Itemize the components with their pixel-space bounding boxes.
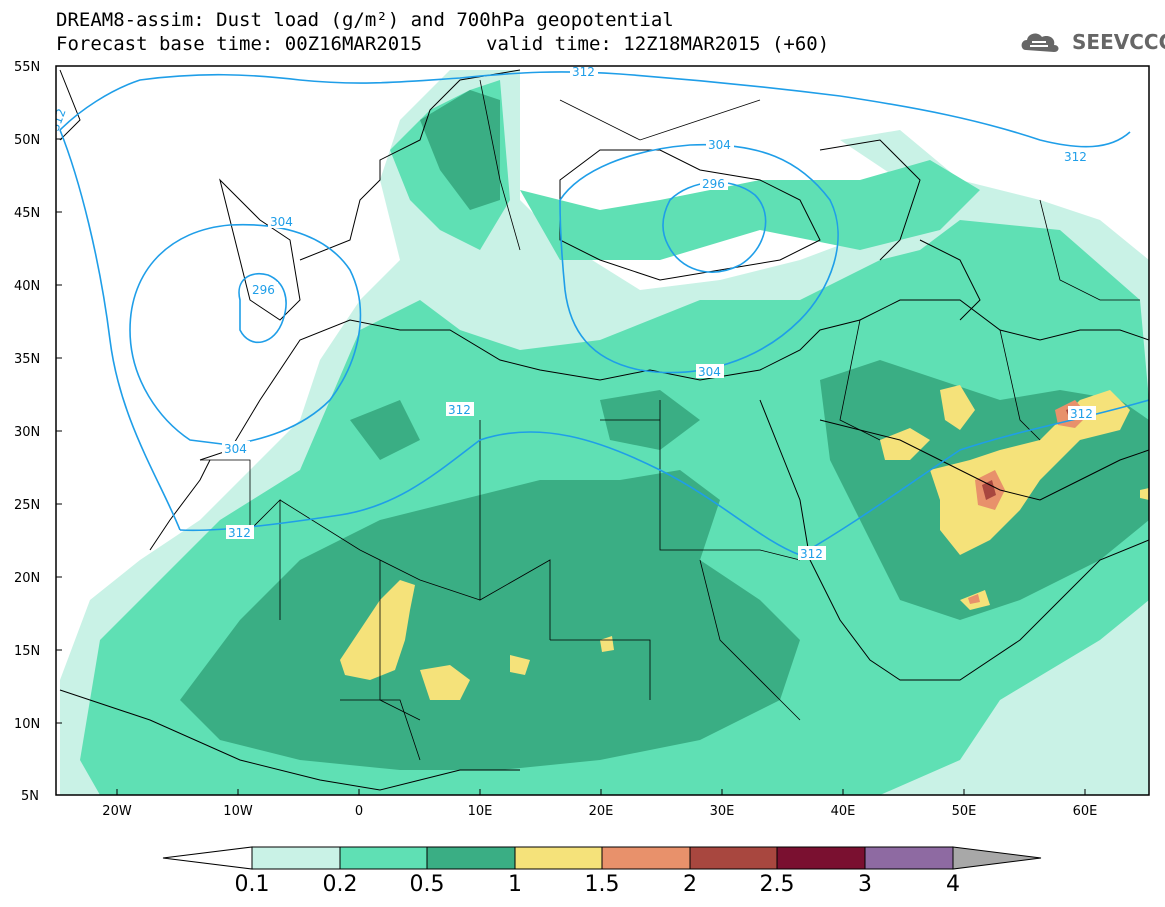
lon-label: 60E <box>1073 804 1098 819</box>
contour-label: 312 <box>448 403 471 417</box>
lat-label: 15N <box>14 644 40 659</box>
contour-label: 304 <box>224 442 247 456</box>
colorbar-segment <box>251 846 341 870</box>
lon-label: 10W <box>223 804 253 819</box>
colorbar-segment <box>776 846 866 870</box>
colorbar-tick: 0.5 <box>409 872 445 897</box>
lon-label: 10E <box>468 804 493 819</box>
colorbar-tick: 2.5 <box>759 872 795 897</box>
colorbar-tick: 3 <box>858 872 872 897</box>
contour-label: 296 <box>252 283 275 297</box>
contour-label: 304 <box>698 365 721 379</box>
lat-label: 10N <box>14 717 40 732</box>
lon-label: 40E <box>831 804 856 819</box>
lat-label: 5N <box>21 789 39 804</box>
lon-label: 20E <box>589 804 614 819</box>
colorbar-segment <box>864 846 954 870</box>
geopotential-contours <box>59 71 1149 556</box>
contour-label: 312 <box>228 526 251 540</box>
logo-text: SEEVCCC <box>1072 30 1165 54</box>
country-borders <box>200 79 1140 761</box>
colorbar-tick: 2 <box>683 872 697 897</box>
colorbar <box>162 846 1042 870</box>
colorbar-under-arrow <box>162 846 253 870</box>
contour-label: 304 <box>708 138 731 152</box>
contour-label: 312 <box>1070 407 1093 421</box>
colorbar-segment <box>601 846 691 870</box>
colorbar-tick: 0.1 <box>234 872 270 897</box>
colorbar-tick: 1 <box>508 872 522 897</box>
lat-label: 25N <box>14 498 40 513</box>
contour-label: 296 <box>702 177 725 191</box>
contour-label: 304 <box>270 215 293 229</box>
colorbar-segment <box>426 846 516 870</box>
contour-label: 312 <box>1064 150 1087 164</box>
lon-label: 0 <box>355 804 363 819</box>
longitude-axis: 20W 10W 0 10E 20E 30E 40E 50E 60E <box>102 789 1097 819</box>
colorbar-segment <box>689 846 778 870</box>
coastlines <box>59 69 1149 791</box>
lon-label: 20W <box>102 804 132 819</box>
lon-label: 30E <box>710 804 735 819</box>
forecast-base-time: Forecast base time: 00Z16MAR2015 <box>56 33 423 55</box>
cloud-logo-icon <box>1021 33 1059 52</box>
valid-time: valid time: 12Z18MAR2015 (+60) <box>486 33 830 55</box>
lat-label: 30N <box>14 425 40 440</box>
lat-label: 20N <box>14 571 40 586</box>
colorbar-segment <box>514 846 603 870</box>
lat-label: 55N <box>14 60 40 75</box>
lon-label: 50E <box>952 804 977 819</box>
lat-label: 40N <box>14 279 40 294</box>
latitude-axis: 55N 50N 45N 40N 35N 30N 25N 20N 15N 10N … <box>14 60 62 804</box>
colorbar-segment <box>339 846 428 870</box>
colorbar-over-arrow <box>952 846 1042 870</box>
map-title: DREAM8-assim: Dust load (g/m²) and 700hP… <box>56 9 674 31</box>
colorbar-tick: 1.5 <box>584 872 620 897</box>
lat-label: 50N <box>14 133 40 148</box>
lat-label: 45N <box>14 206 40 221</box>
lat-label: 35N <box>14 352 40 367</box>
colorbar-tick: 4 <box>946 872 960 897</box>
contour-label: 312 <box>800 547 823 561</box>
colorbar-tick: 0.2 <box>322 872 358 897</box>
contour-label: 312 <box>572 65 595 79</box>
